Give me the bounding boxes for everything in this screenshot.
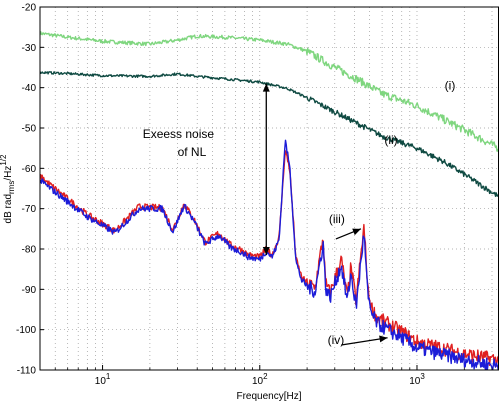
grid-lines (39, 6, 499, 371)
x-tick-base: 10 (409, 376, 421, 387)
x-tick-exponent: 1 (106, 372, 111, 381)
x-tick-label: 101 (95, 372, 111, 387)
plot-background (40, 7, 499, 370)
y-tick-label: -70 (22, 204, 37, 215)
arrow-head (262, 247, 270, 256)
y-axis-label-tail: /Hz (3, 166, 14, 181)
data-series (40, 31, 499, 370)
y-tick-label: -40 (22, 83, 37, 94)
x-axis-label: Frequency[Hz] (236, 391, 301, 402)
series-line (40, 31, 499, 153)
annotation-label: of NL (178, 145, 207, 159)
x-tick-label: 102 (252, 372, 268, 387)
y-axis-label-sub: rms (7, 181, 16, 194)
annotation-label: (iii) (329, 212, 345, 226)
y-tick-label: -60 (22, 164, 37, 175)
y-tick-label: -50 (22, 124, 37, 135)
y-tick-label: -80 (22, 245, 37, 256)
y-tick-label: -20 (22, 3, 37, 14)
y-tick-label: -110 (17, 366, 37, 377)
x-tick-base: 10 (95, 376, 107, 387)
arrow-head (379, 335, 388, 343)
series-line (40, 70, 499, 198)
annotations: Exeess noise of NL (i) (ii) (iii) (iv) (143, 79, 456, 347)
y-axis-label-main: dB rad (3, 194, 14, 223)
annotation-label: Exeess noise (143, 127, 215, 141)
y-axis-label: dB radrms/Hz1/2 (0, 154, 16, 223)
series-line (40, 139, 499, 370)
x-tick-base: 10 (252, 376, 264, 387)
x-tick-label: 103 (409, 372, 425, 387)
annotation-label: (i) (445, 79, 456, 93)
x-tick-exponent: 3 (420, 372, 425, 381)
y-tick-label: -90 (22, 285, 37, 296)
x-tick-exponent: 2 (263, 372, 268, 381)
annotation-label: (ii) (384, 133, 397, 147)
y-tick-label: -30 (22, 43, 37, 54)
arrow-head (262, 83, 270, 92)
y-axis-label-sup: 1/2 (0, 154, 8, 166)
annotation-label: (iv) (328, 333, 345, 347)
arrow-head (352, 228, 361, 236)
y-tick-label: -100 (16, 325, 36, 336)
